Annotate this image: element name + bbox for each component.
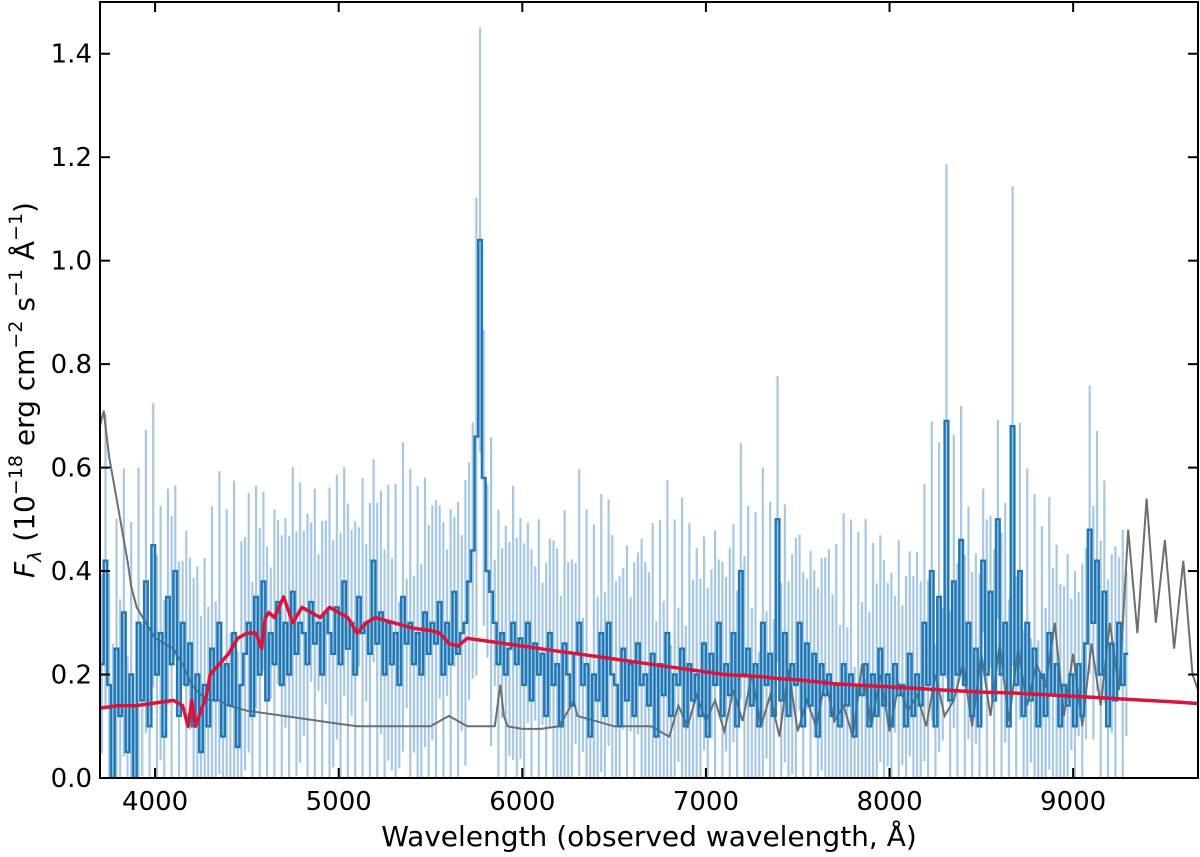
x-tick-label: 7000 <box>673 787 739 817</box>
y-axis-angstrom: Å <box>7 241 41 269</box>
y-axis-exp2: −2 <box>5 321 27 349</box>
y-axis-symbol-sub: λ <box>24 551 46 563</box>
y-tick-label: 0.8 <box>51 350 92 380</box>
y-axis-s: s <box>8 297 41 321</box>
x-tick-label: 5000 <box>306 787 372 817</box>
x-tick-label: 4000 <box>122 787 188 817</box>
model-line <box>100 595 1198 729</box>
x-tick-label: 9000 <box>1040 787 1106 817</box>
x-axis-ticks: 4000 5000 6000 7000 8000 9000 <box>122 2 1106 817</box>
x-tick-label: 8000 <box>856 787 922 817</box>
y-axis-symbol: F <box>8 561 41 578</box>
plot-area <box>100 27 1198 778</box>
y-axis-exp1: −18 <box>5 455 27 495</box>
x-axis-title: Wavelength (observed wavelength, Å) <box>381 819 917 853</box>
y-tick-label: 0.4 <box>51 557 92 587</box>
y-tick-label: 0.0 <box>51 764 92 794</box>
y-axis-close: ) <box>8 202 41 213</box>
y-tick-label: 1.4 <box>51 40 92 70</box>
y-axis-open: (10 <box>8 495 41 550</box>
y-tick-label: 1.2 <box>51 143 92 173</box>
y-tick-label: 0.6 <box>51 454 92 484</box>
y-tick-label: 1.0 <box>51 247 92 277</box>
spectrum-step-line <box>100 238 1129 778</box>
plot-frame <box>99 1 1199 779</box>
y-tick-label: 0.2 <box>51 661 92 691</box>
spectrum-layer <box>100 238 1129 778</box>
model-layer <box>100 595 1198 729</box>
y-axis-erg: erg cm <box>8 349 41 456</box>
y-axis-exp4: −1 <box>5 213 27 241</box>
y-axis-exp3: −1 <box>5 269 27 297</box>
x-tick-label: 6000 <box>489 787 555 817</box>
y-axis-ticks: 0.0 0.2 0.4 0.6 0.8 1.0 1.2 1.4 <box>51 40 1198 794</box>
y-axis-title: Fλ (10−18 erg cm−2 s−1 Å−1) <box>5 202 46 578</box>
